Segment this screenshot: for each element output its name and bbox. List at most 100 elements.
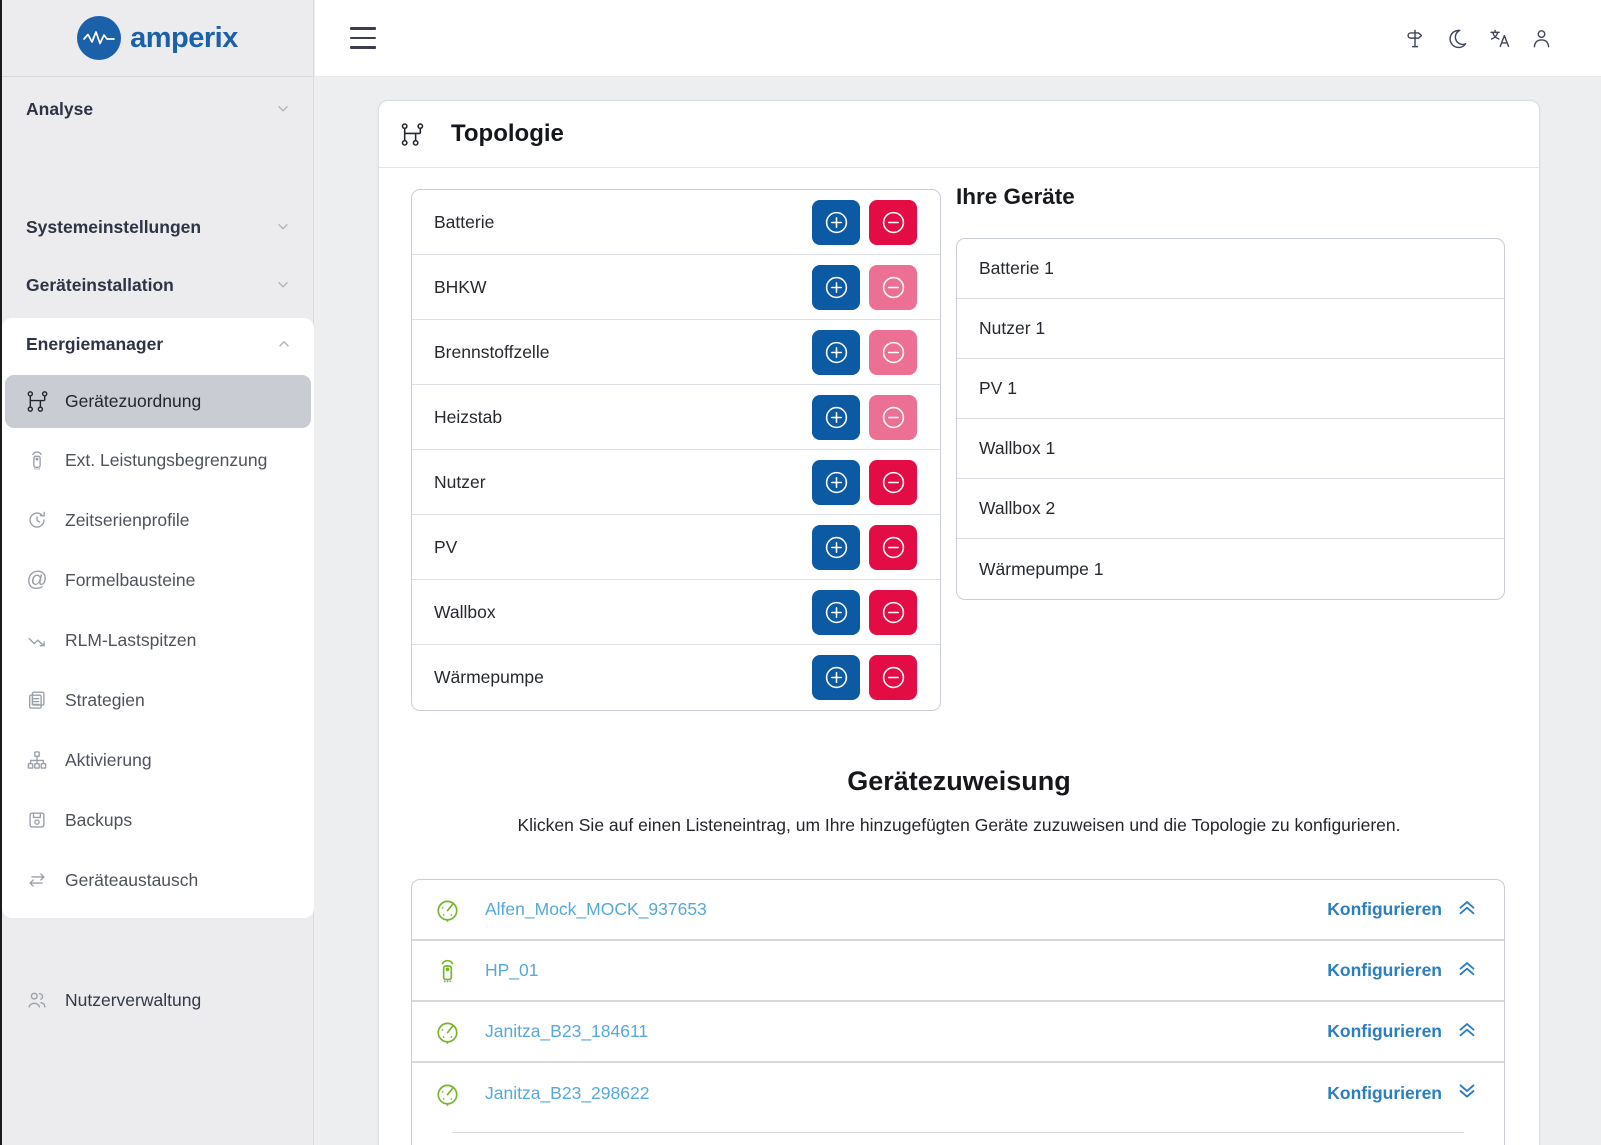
topbar-actions bbox=[1404, 0, 1553, 77]
menu-toggle-button[interactable] bbox=[350, 27, 376, 49]
card-header: Topologie bbox=[379, 101, 1539, 168]
double-chevron-up-icon[interactable] bbox=[1454, 1016, 1480, 1047]
configure-link[interactable]: Konfigurieren bbox=[1327, 1083, 1442, 1103]
expanded-section-divider bbox=[452, 1132, 1464, 1133]
at-icon: @ bbox=[26, 568, 48, 591]
device-type-row: Nutzer bbox=[412, 450, 940, 515]
signpost-icon[interactable] bbox=[1404, 27, 1427, 50]
brand-logo[interactable]: amperix bbox=[2, 0, 313, 77]
double-chevron-up-icon[interactable] bbox=[1454, 955, 1480, 986]
sidebar-item-formelbausteine[interactable]: @ Formelbausteine bbox=[2, 550, 314, 610]
double-chevron-up-icon[interactable] bbox=[1454, 894, 1480, 925]
energiemanager-panel: Energiemanager Gerätezuordnung Ext. Leis… bbox=[2, 318, 314, 918]
device-type-row: Heizstab bbox=[412, 385, 940, 450]
assignment-row[interactable]: Janitza_B23_184611 Konfigurieren bbox=[412, 1002, 1504, 1063]
assignment-list: Alfen_Mock_MOCK_937653 Konfigurieren HP_… bbox=[411, 879, 1505, 1145]
meter-gauge-icon bbox=[434, 1018, 461, 1045]
device-type-row: BHKW bbox=[412, 255, 940, 320]
topbar bbox=[315, 0, 1601, 77]
remove-device-button[interactable] bbox=[869, 459, 917, 505]
your-device-item[interactable]: Wärmepumpe 1 bbox=[979, 558, 1104, 579]
chevron-down-icon bbox=[278, 282, 288, 288]
sidebar-item-rlm-lastspitzen[interactable]: RLM-Lastspitzen bbox=[2, 610, 314, 670]
device-type-row: PV bbox=[412, 515, 940, 580]
remove-device-button-disabled bbox=[869, 394, 917, 440]
stacked-pages-icon bbox=[28, 691, 45, 709]
device-type-label: Batterie bbox=[434, 211, 495, 232]
translate-icon[interactable] bbox=[1488, 27, 1511, 50]
assignment-device-name: HP_01 bbox=[485, 960, 539, 980]
sidebar-item-geraeteaustausch[interactable]: Geräteaustausch bbox=[2, 850, 314, 910]
topology-card: Topologie Batterie BHKW Brennstoffzelle bbox=[378, 100, 1540, 1145]
add-device-button[interactable] bbox=[812, 655, 860, 700]
chevron-up-icon bbox=[279, 341, 289, 347]
double-chevron-down-icon[interactable] bbox=[1454, 1078, 1480, 1109]
main-content: Topologie Batterie BHKW Brennstoffzelle bbox=[315, 77, 1601, 1145]
sidebar-item-label: Backups bbox=[65, 809, 133, 830]
device-type-row: Wärmepumpe bbox=[412, 645, 940, 710]
chevron-down-icon bbox=[278, 224, 288, 230]
add-device-button[interactable] bbox=[812, 589, 860, 635]
add-device-button[interactable] bbox=[812, 524, 860, 570]
user-icon[interactable] bbox=[1530, 27, 1553, 50]
sidebar-item-label: Aktivierung bbox=[65, 749, 152, 770]
topology-icon bbox=[27, 391, 48, 412]
sidebar-item-ext-leistungsbegrenzung[interactable]: Ext. Leistungsbegrenzung bbox=[2, 430, 314, 490]
sidebar-section-analyse[interactable]: Analyse bbox=[2, 89, 313, 129]
section-label: Energiemanager bbox=[26, 333, 164, 354]
section-label: Geräteinstallation bbox=[26, 274, 174, 295]
sidebar-item-label: Formelbausteine bbox=[65, 569, 196, 590]
section-label: Systemeinstellungen bbox=[26, 216, 202, 237]
heat-pump-icon bbox=[434, 957, 461, 984]
add-device-button[interactable] bbox=[812, 459, 860, 505]
device-type-label: Nutzer bbox=[434, 471, 486, 492]
device-type-row: Wallbox bbox=[412, 580, 940, 645]
remove-device-button-disabled bbox=[869, 264, 917, 310]
peak-trend-icon bbox=[28, 637, 45, 647]
assignment-subtitle: Klicken Sie auf einen Listeneintrag, um … bbox=[517, 815, 1401, 835]
add-device-button[interactable] bbox=[812, 264, 860, 310]
your-device-item[interactable]: Wallbox 2 bbox=[957, 479, 1504, 539]
assignment-title: Gerätezuweisung bbox=[847, 766, 1071, 796]
history-clock-icon bbox=[29, 511, 45, 528]
remove-device-button[interactable] bbox=[869, 655, 917, 700]
sidebar-item-nutzerverwaltung[interactable]: Nutzerverwaltung bbox=[2, 980, 314, 1020]
remove-device-button[interactable] bbox=[869, 199, 917, 245]
device-type-list: Batterie BHKW Brennstoffzelle bbox=[411, 189, 941, 711]
sidebar-item-backups[interactable]: Backups bbox=[2, 790, 314, 850]
sidebar-item-aktivierung[interactable]: Aktivierung bbox=[2, 730, 314, 790]
sidebar-item-geraetezuordnung[interactable]: Gerätezuordnung bbox=[5, 375, 311, 428]
your-device-item[interactable]: Nutzer 1 bbox=[957, 299, 1504, 359]
your-device-item[interactable]: Wallbox 1 bbox=[957, 419, 1504, 479]
ripple-receiver-icon bbox=[32, 451, 42, 470]
device-type-label: Heizstab bbox=[434, 406, 503, 427]
configure-link[interactable]: Konfigurieren bbox=[1327, 899, 1442, 919]
assignment-row[interactable]: HP_01 Konfigurieren bbox=[412, 941, 1504, 1002]
remove-device-button[interactable] bbox=[869, 524, 917, 570]
your-devices-title: Ihre Geräte bbox=[956, 184, 1075, 209]
add-device-button[interactable] bbox=[812, 394, 860, 440]
add-device-button[interactable] bbox=[812, 199, 860, 245]
your-device-item[interactable]: PV 1 bbox=[957, 359, 1504, 419]
amperix-logo-icon bbox=[77, 16, 122, 60]
device-type-label: Brennstoffzelle bbox=[434, 341, 550, 362]
sidebar: amperix Analyse Systemeinstellungen Gerä… bbox=[2, 0, 314, 1145]
window-edge bbox=[0, 0, 2, 1145]
sidebar-section-energiemanager[interactable]: Energiemanager bbox=[2, 324, 314, 364]
add-device-button[interactable] bbox=[812, 329, 860, 375]
sidebar-section-geraeteinstallation[interactable]: Geräteinstallation bbox=[2, 265, 313, 305]
assignment-row[interactable]: Alfen_Mock_MOCK_937653 Konfigurieren bbox=[412, 880, 1504, 941]
sidebar-item-strategien[interactable]: Strategien bbox=[2, 670, 314, 730]
meter-gauge-icon bbox=[434, 896, 461, 923]
assignment-row-expanded[interactable]: Janitza_B23_298622 Konfigurieren bbox=[412, 1063, 1504, 1124]
your-device-item[interactable]: Batterie 1 bbox=[957, 239, 1504, 299]
sidebar-item-zeitserienprofile[interactable]: Zeitserienprofile bbox=[2, 490, 314, 550]
configure-link[interactable]: Konfigurieren bbox=[1327, 960, 1442, 980]
assignment-device-name: Alfen_Mock_MOCK_937653 bbox=[485, 899, 707, 919]
remove-device-button[interactable] bbox=[869, 589, 917, 635]
moon-icon[interactable] bbox=[1446, 27, 1469, 50]
configure-link[interactable]: Konfigurieren bbox=[1327, 1021, 1442, 1041]
users-icon bbox=[28, 992, 46, 1008]
sidebar-section-systemeinstellungen[interactable]: Systemeinstellungen bbox=[2, 207, 313, 247]
sitemap-icon bbox=[27, 751, 47, 769]
